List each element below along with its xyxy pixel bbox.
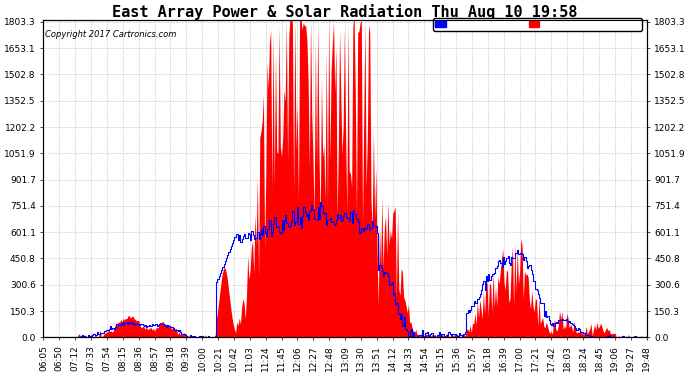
Title: East Array Power & Solar Radiation Thu Aug 10 19:58: East Array Power & Solar Radiation Thu A…: [112, 4, 578, 20]
Text: Copyright 2017 Cartronics.com: Copyright 2017 Cartronics.com: [45, 30, 176, 39]
Legend: Radiation (w/m2), East Array (DC Watts): Radiation (w/m2), East Array (DC Watts): [433, 18, 642, 31]
